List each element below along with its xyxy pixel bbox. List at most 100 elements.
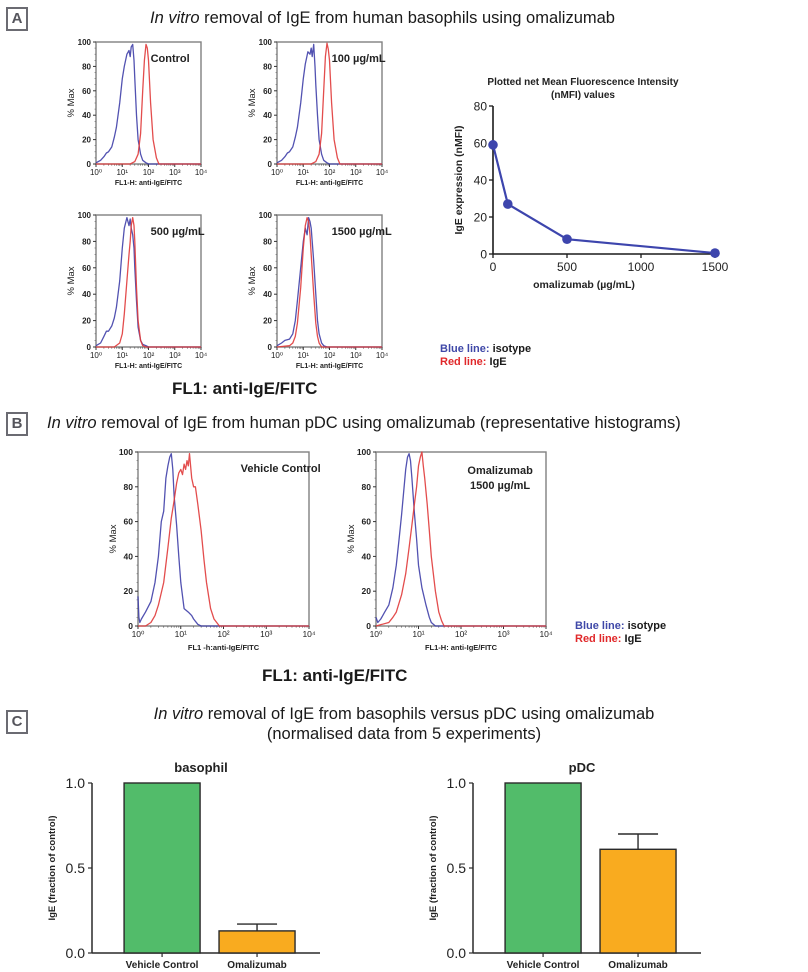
plot-frame — [137, 451, 310, 627]
panel-b-shared-xlabel: FL1: anti-IgE/FITC — [262, 666, 408, 685]
panel-b-title-rest: removal of IgE from human pDC using omal… — [96, 414, 681, 432]
y-tick-label: 20 — [124, 586, 134, 596]
x-tick-label: 10² — [324, 351, 336, 360]
bar-omalizumab — [218, 930, 296, 954]
x-axis-label: FL1-H: anti-IgE/FITC — [115, 363, 182, 370]
legend-blue-text: isotype — [489, 343, 532, 355]
y-axis-label: IgE expression (nMFI) — [453, 125, 465, 234]
series-ige — [375, 451, 546, 627]
x-tick-label: 10² — [324, 168, 336, 177]
series-ige — [277, 42, 382, 165]
y-axis-label: % Max — [108, 524, 119, 553]
x-tick-label: 10⁰ — [370, 629, 383, 639]
panel-c-badge: C — [6, 710, 28, 734]
x-tick-label: 10¹ — [412, 629, 424, 639]
x-tick-label: 10⁴ — [376, 351, 389, 360]
x-tick-label: Omalizumab — [227, 960, 286, 971]
x-tick-label: 10³ — [169, 351, 181, 360]
x-tick-label: 10¹ — [297, 168, 309, 177]
x-tick-label: 10⁴ — [195, 168, 208, 177]
x-tick-label: Omalizumab — [608, 960, 667, 971]
x-tick-label: 10⁰ — [90, 351, 102, 360]
series-ige — [96, 216, 201, 348]
y-tick-label: 80 — [263, 62, 272, 71]
y-tick-label: 60 — [263, 264, 272, 273]
x-axis-label: FL1 -h:anti-IgE/FITC — [188, 643, 260, 652]
y-tick-label: 80 — [82, 237, 91, 246]
y-axis-label: % Max — [247, 266, 258, 295]
y-tick-label: 20 — [474, 211, 488, 225]
chart-title-line: (nMFI) values — [551, 90, 615, 101]
x-tick-label: 10² — [455, 629, 467, 639]
y-tick-label: 40 — [263, 111, 272, 120]
bar-omalizumab — [599, 848, 677, 954]
plot-frame — [375, 451, 547, 627]
panel-a-badge: A — [6, 7, 28, 31]
x-tick-label: 10⁰ — [132, 629, 145, 639]
series-ige — [96, 43, 201, 165]
y-tick-label: 0.5 — [66, 860, 86, 876]
x-tick-label: 0 — [490, 260, 497, 274]
legend-red-text: IgE — [621, 633, 642, 645]
plot-frame — [95, 214, 202, 348]
y-tick-label: 40 — [263, 290, 272, 299]
x-tick-label: 10⁰ — [271, 351, 283, 360]
series-ige — [138, 453, 309, 627]
plot-title: 100 µg/mL — [332, 53, 386, 65]
chart-title: pDC — [569, 760, 596, 775]
y-tick-label: 60 — [82, 264, 91, 273]
y-tick-label: 0 — [87, 160, 92, 169]
bar-vehicle-control — [123, 782, 201, 954]
x-tick-label: 10³ — [350, 351, 362, 360]
plot-title-line: Omalizumab — [467, 465, 533, 477]
x-tick-label: 10² — [143, 351, 155, 360]
legend-isotype: Blue line: isotype — [440, 343, 531, 356]
x-tick-label: 10² — [217, 629, 229, 639]
series-isotype — [276, 43, 382, 165]
x-tick-label: 10⁴ — [376, 168, 389, 177]
y-axis-label: % Max — [247, 88, 258, 117]
nmfi-series-line — [491, 144, 716, 255]
x-tick-label: Vehicle Control — [126, 960, 199, 971]
chart-title: basophil — [174, 760, 227, 775]
panel-a-title: In vitro removal of IgE from human basop… — [150, 9, 615, 28]
y-tick-label: 0 — [128, 621, 133, 631]
x-tick-label: 10⁴ — [302, 629, 315, 639]
x-tick-label: 1000 — [628, 260, 655, 274]
x-tick-label: 10² — [143, 168, 155, 177]
y-tick-label: 20 — [82, 317, 91, 326]
x-tick-label: 10³ — [497, 629, 509, 639]
nmfi-data-point — [562, 234, 572, 244]
y-tick-label: 0 — [268, 160, 273, 169]
y-tick-label: 20 — [82, 136, 91, 145]
panel-b-title-italic: In vitro — [47, 414, 97, 432]
y-tick-label: 60 — [82, 87, 91, 96]
y-tick-label: 80 — [474, 100, 488, 114]
x-tick-label: 10⁴ — [195, 351, 208, 360]
y-tick-label: 100 — [119, 447, 133, 457]
y-tick-label: 100 — [357, 447, 371, 457]
x-tick-label: 500 — [557, 260, 577, 274]
y-tick-label: 80 — [124, 482, 134, 492]
y-tick-label: 80 — [263, 237, 272, 246]
panel-b-badge: B — [6, 412, 28, 436]
y-tick-label: 0 — [268, 343, 273, 352]
legend-isotype: Blue line: isotype — [575, 620, 666, 633]
y-tick-label: 100 — [78, 211, 92, 220]
x-tick-label: 10¹ — [297, 351, 309, 360]
y-axis-label: % Max — [346, 524, 357, 553]
panel-b-title: In vitro removal of IgE from human pDC u… — [47, 414, 681, 433]
series-isotype — [95, 43, 201, 165]
y-tick-label: 100 — [78, 38, 92, 47]
x-tick-label: 10³ — [260, 629, 272, 639]
x-axis-label: omalizumab (µg/mL) — [533, 279, 635, 291]
